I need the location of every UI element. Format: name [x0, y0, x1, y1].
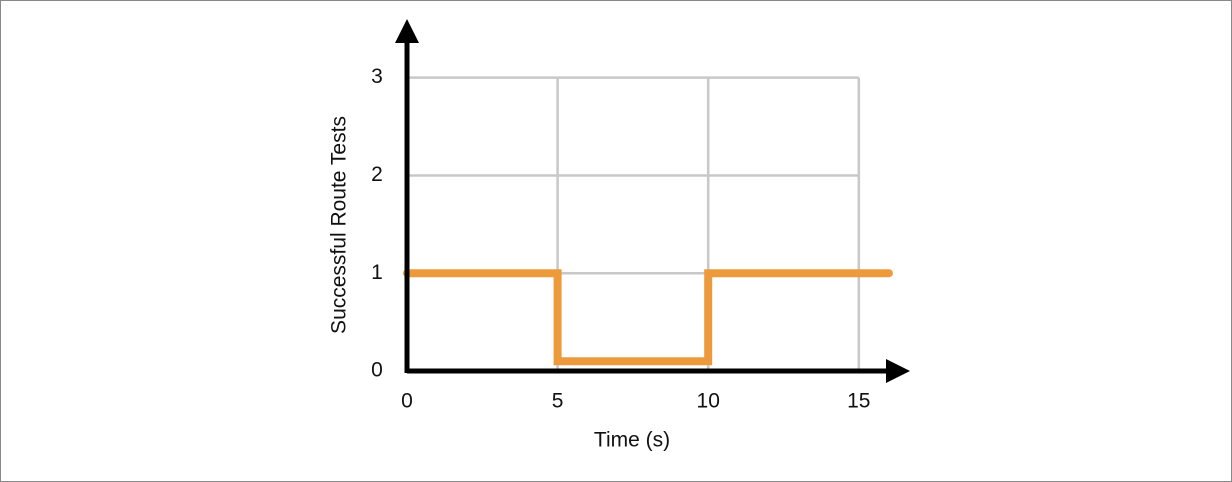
y-tick-label: 3: [371, 65, 383, 88]
x-tick-label: 10: [697, 390, 720, 413]
x-axis-label: Time (s): [594, 429, 670, 452]
x-tick-label: 15: [847, 390, 870, 413]
y-tick-label: 2: [371, 163, 383, 186]
data-line: [403, 269, 893, 366]
x-axis-arrow: [886, 359, 910, 383]
y-axis-arrow: [395, 19, 419, 43]
x-tick-label: 0: [401, 390, 413, 413]
y-axis-label: Successful Route Tests: [328, 116, 351, 334]
x-tick-label: 5: [552, 390, 564, 413]
y-tick-label: 0: [371, 359, 383, 382]
y-tick-label: 1: [371, 261, 383, 284]
